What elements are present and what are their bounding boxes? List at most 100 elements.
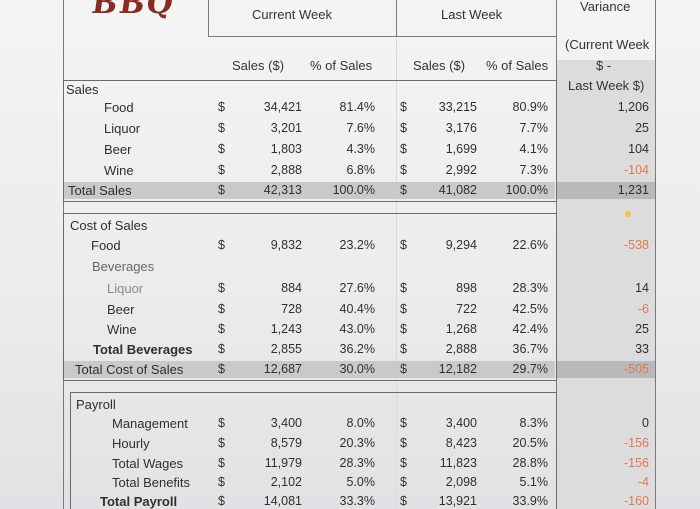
last-sales-cell[interactable]: 13,921 bbox=[438, 494, 477, 508]
header-divider bbox=[208, 0, 209, 36]
current-pct-cell[interactable]: 7.6% bbox=[346, 121, 376, 135]
variance-cell[interactable]: -156 bbox=[623, 456, 649, 470]
current-pct-cell[interactable]: 8.0% bbox=[346, 416, 376, 430]
last-pct-cell[interactable]: 42.5% bbox=[512, 302, 548, 316]
bbq-logo: BBQ bbox=[89, 0, 178, 21]
section-beverages: Beverages bbox=[92, 259, 155, 274]
last-pct-cell[interactable]: 5.1% bbox=[519, 475, 549, 489]
current-sales-cell[interactable]: 884 bbox=[281, 281, 302, 295]
current-pct-cell[interactable]: 40.4% bbox=[339, 302, 375, 316]
currency-symbol: $ bbox=[218, 100, 225, 114]
current-pct-cell[interactable]: 81.4% bbox=[339, 100, 375, 114]
variance-cell[interactable]: 1,206 bbox=[617, 100, 649, 114]
current-pct-cell[interactable]: 28.3% bbox=[339, 456, 375, 470]
current-sales-cell[interactable]: 12,687 bbox=[263, 362, 302, 376]
variance-cell[interactable]: 104 bbox=[628, 142, 649, 156]
last-pct-cell[interactable]: 20.5% bbox=[512, 436, 548, 450]
current-sales-cell[interactable]: 14,081 bbox=[263, 494, 302, 508]
row-label-cos_beer: Beer bbox=[107, 302, 135, 317]
current-sales-cell[interactable]: 2,855 bbox=[270, 342, 302, 356]
current-pct-cell[interactable]: 20.3% bbox=[339, 436, 375, 450]
variance-cell[interactable]: 25 bbox=[635, 121, 649, 135]
total-cos-var-fill bbox=[557, 361, 655, 378]
variance-cell[interactable]: -4 bbox=[637, 475, 649, 489]
current-sales-cell[interactable]: 9,832 bbox=[270, 238, 302, 252]
currency-symbol: $ bbox=[218, 183, 225, 197]
last-pct-cell[interactable]: 7.7% bbox=[519, 121, 549, 135]
last-sales-dollar-header: Sales ($) bbox=[413, 58, 466, 73]
variance-header: Variance bbox=[580, 0, 631, 14]
variance-cell[interactable]: 14 bbox=[635, 281, 649, 295]
variance-cell[interactable]: -538 bbox=[623, 238, 649, 252]
current-pct-cell[interactable]: 33.3% bbox=[339, 494, 375, 508]
current-sales-cell[interactable]: 1,243 bbox=[270, 322, 302, 336]
last-pct-cell[interactable]: 42.4% bbox=[512, 322, 548, 336]
variance-note-1: (Current Week bbox=[565, 37, 650, 52]
current-sales-cell[interactable]: 3,400 bbox=[270, 416, 302, 430]
header-divider bbox=[396, 0, 397, 36]
last-pct-cell[interactable]: 8.3% bbox=[519, 416, 549, 430]
current-pct-cell[interactable]: 4.3% bbox=[346, 142, 376, 156]
last-pct-cell[interactable]: 100.0% bbox=[505, 183, 548, 197]
current-sales-cell[interactable]: 42,313 bbox=[263, 183, 302, 197]
section-payroll: Payroll bbox=[76, 397, 116, 412]
variance-cell[interactable]: 25 bbox=[635, 322, 649, 336]
last-pct-cell[interactable]: 7.3% bbox=[519, 163, 549, 177]
last-sales-cell[interactable]: 9,294 bbox=[445, 238, 477, 252]
current-sales-cell[interactable]: 3,201 bbox=[270, 121, 302, 135]
last-pct-cell[interactable]: 33.9% bbox=[512, 494, 548, 508]
last-sales-cell[interactable]: 898 bbox=[456, 281, 477, 295]
variance-cell[interactable]: -156 bbox=[623, 436, 649, 450]
section-sales: Sales bbox=[66, 82, 99, 97]
variance-cell[interactable]: -160 bbox=[623, 494, 649, 508]
last-pct-cell[interactable]: 28.8% bbox=[512, 456, 548, 470]
last-pct-cell[interactable]: 28.3% bbox=[512, 281, 548, 295]
current-sales-cell[interactable]: 8,579 bbox=[270, 436, 302, 450]
current-sales-cell[interactable]: 2,888 bbox=[270, 163, 302, 177]
variance-cell[interactable]: 1,231 bbox=[617, 183, 649, 197]
row-label-cos_liquor: Liquor bbox=[107, 281, 144, 296]
last-sales-cell[interactable]: 33,215 bbox=[438, 100, 477, 114]
last-sales-cell[interactable]: 2,992 bbox=[445, 163, 477, 177]
current-pct-cell[interactable]: 100.0% bbox=[332, 183, 375, 197]
row-label-total_sales: Total Sales bbox=[68, 183, 132, 198]
variance-cell[interactable]: -505 bbox=[623, 362, 649, 376]
last-sales-cell[interactable]: 11,823 bbox=[439, 456, 477, 470]
current-pct-cell[interactable]: 36.2% bbox=[339, 342, 375, 356]
variance-cell[interactable]: -104 bbox=[623, 163, 649, 177]
last-pct-cell[interactable]: 80.9% bbox=[512, 100, 548, 114]
last-sales-cell[interactable]: 722 bbox=[456, 302, 477, 316]
last-pct-cell[interactable]: 4.1% bbox=[519, 142, 549, 156]
current-sales-cell[interactable]: 34,421 bbox=[263, 100, 302, 114]
last-sales-cell[interactable]: 41,082 bbox=[438, 183, 477, 197]
current-sales-cell[interactable]: 2,102 bbox=[270, 475, 302, 489]
last-pct-cell[interactable]: 29.7% bbox=[512, 362, 548, 376]
payroll-section-box bbox=[70, 392, 557, 509]
last-sales-cell[interactable]: 12,182 bbox=[438, 362, 477, 376]
currency-symbol: $ bbox=[400, 494, 407, 508]
current-pct-cell[interactable]: 43.0% bbox=[339, 322, 375, 336]
current-pct-cell[interactable]: 6.8% bbox=[346, 163, 376, 177]
current-sales-cell[interactable]: 728 bbox=[281, 302, 302, 316]
last-sales-cell[interactable]: 8,423 bbox=[445, 436, 477, 450]
current-pct-cell[interactable]: 27.6% bbox=[339, 281, 375, 295]
current-pct-cell[interactable]: 5.0% bbox=[346, 475, 376, 489]
last-sales-cell[interactable]: 2,888 bbox=[445, 342, 477, 356]
currency-symbol: $ bbox=[400, 322, 407, 336]
last-sales-cell[interactable]: 1,268 bbox=[445, 322, 477, 336]
last-pct-cell[interactable]: 36.7% bbox=[512, 342, 548, 356]
last-pct-cell[interactable]: 22.6% bbox=[512, 238, 548, 252]
variance-cell[interactable]: 0 bbox=[642, 416, 649, 430]
last-sales-cell[interactable]: 3,176 bbox=[445, 121, 477, 135]
variance-cell[interactable]: 33 bbox=[635, 342, 649, 356]
currency-symbol: $ bbox=[218, 322, 225, 336]
last-sales-cell[interactable]: 2,098 bbox=[445, 475, 477, 489]
last-sales-cell[interactable]: 3,400 bbox=[445, 416, 477, 430]
current-pct-cell[interactable]: 30.0% bbox=[339, 362, 375, 376]
current-pct-cell[interactable]: 23.2% bbox=[339, 238, 375, 252]
variance-note-2: $ - bbox=[596, 58, 612, 73]
current-sales-cell[interactable]: 1,803 bbox=[270, 142, 302, 156]
current-sales-cell[interactable]: 11,979 bbox=[264, 456, 302, 470]
last-sales-cell[interactable]: 1,699 bbox=[445, 142, 477, 156]
variance-cell[interactable]: -6 bbox=[637, 302, 649, 316]
